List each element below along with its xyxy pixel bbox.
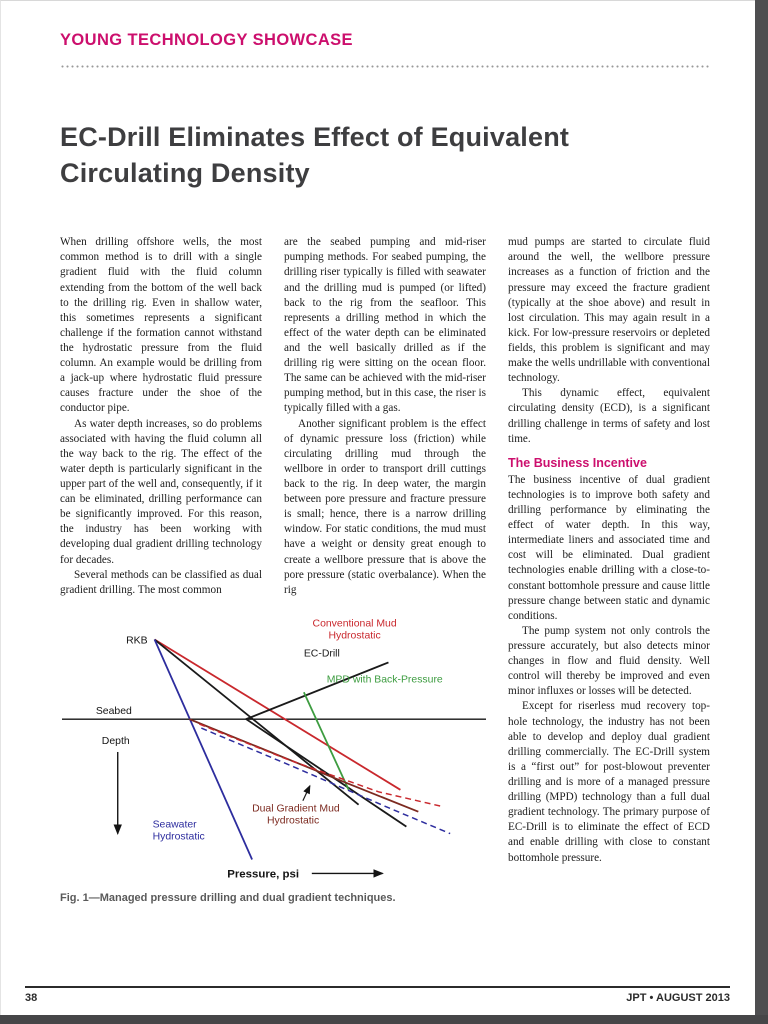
- text-column-2: are the seabed pumping and mid-riser pum…: [284, 235, 486, 598]
- ec-drill-label: EC-Drill: [304, 648, 340, 659]
- ec-drill-line: [244, 661, 407, 828]
- mpd-with-back-pressure-line: [303, 691, 350, 791]
- body-paragraph: The business incentive of dual gradient …: [508, 473, 710, 622]
- page-number: 38: [25, 992, 38, 1004]
- body-paragraph: Except for riserless mud recovery top-ho…: [508, 700, 710, 864]
- dual-gradient-mud-hydrostatic-line: [189, 718, 419, 813]
- page-footer: 38 JPT • AUGUST 2013: [25, 986, 730, 1004]
- body-paragraph: The pump system not only controls the pr…: [508, 624, 710, 698]
- dual-gradient-label-arrow: [302, 784, 311, 801]
- dashed-red-curve: [199, 723, 444, 808]
- conventional-mud-label-line1: Conventional Mud: [313, 618, 397, 629]
- text-column-1: When drilling offshore wells, the most c…: [60, 235, 262, 598]
- text-column-3: mud pumps are started to circulate fluid…: [508, 235, 710, 904]
- body-paragraph: Several methods can be classified as dua…: [60, 568, 262, 596]
- conventional-mud-label-line2: Hydrostatic: [329, 630, 381, 641]
- article-title: EC-Drill Eliminates Effect of Equivalent…: [60, 122, 570, 188]
- depth-label: Depth: [102, 736, 130, 747]
- conventional-mud-hydrostatic-line: [154, 638, 401, 791]
- dual-gradient-label-line1: Dual Gradient Mud: [252, 804, 340, 815]
- body-paragraph: When drilling offshore wells, the most c…: [60, 236, 262, 415]
- article-body: When drilling offshore wells, the most c…: [60, 235, 719, 904]
- pressure-axis-label: Pressure, psi: [227, 868, 299, 880]
- magazine-page: YOUNG TECHNOLOGY SHOWCASE EC-Drill Elimi…: [0, 0, 756, 1016]
- seawater-label-line2: Hydrostatic: [153, 831, 205, 842]
- seabed-label: Seabed: [96, 706, 132, 717]
- page-content: YOUNG TECHNOLOGY SHOWCASE EC-Drill Elimi…: [1, 1, 756, 904]
- dotted-divider: [60, 65, 710, 68]
- rkb-black-line: [153, 638, 360, 806]
- scan-edge-bottom: [0, 1015, 768, 1024]
- body-paragraph: mud pumps are started to circulate fluid…: [508, 236, 710, 385]
- section-kicker: YOUNG TECHNOLOGY SHOWCASE: [60, 31, 353, 49]
- body-paragraph: are the seabed pumping and mid-riser pum…: [284, 236, 486, 415]
- dual-gradient-label-line2: Hydrostatic: [267, 816, 319, 827]
- seawater-hydrostatic-line: [153, 639, 253, 860]
- rkb-label: RKB: [126, 635, 147, 646]
- dashed-blue-curve: [201, 727, 451, 835]
- section-heading: The Business Incentive: [508, 455, 647, 470]
- body-paragraph: This dynamic effect, equivalent circulat…: [508, 387, 710, 445]
- figure-1: RKB Seabed Depth Conventional Mud Hydrostati…: [60, 612, 486, 904]
- mpd-label: MPD with Back-Pressure: [327, 674, 443, 685]
- figure-caption: Fig. 1—Managed pressure drilling and dua…: [60, 891, 396, 904]
- scan-edge-right: [755, 0, 768, 1024]
- body-paragraph: As water depth increases, so do problems…: [60, 417, 262, 566]
- journal-name: JPT • AUGUST 2013: [626, 992, 730, 1004]
- seawater-label-line1: Seawater: [153, 820, 198, 831]
- body-paragraph: Another significant problem is the effec…: [284, 417, 486, 596]
